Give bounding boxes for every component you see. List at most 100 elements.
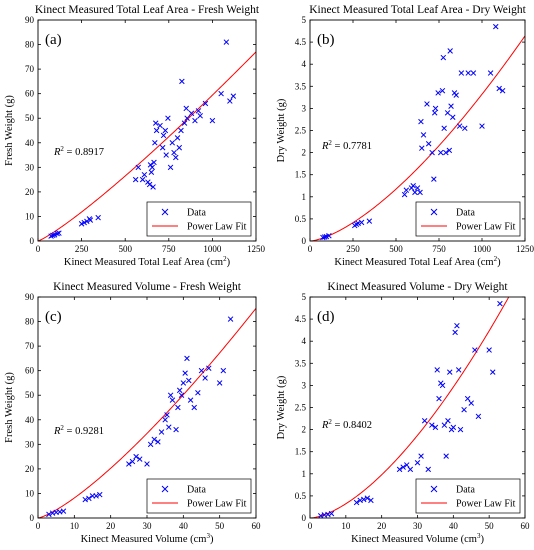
x-tick-label: 30: [413, 521, 423, 531]
axes-frame: [37, 296, 257, 519]
legend: Data Power Law Fit: [415, 478, 521, 514]
data-point: [144, 461, 150, 467]
fit-line: [310, 35, 525, 241]
legend-label-data: Data: [456, 485, 475, 496]
legend-label-fit: Power Law Fit: [187, 499, 247, 510]
data-point: [176, 144, 183, 151]
legend-label-data: Data: [187, 208, 206, 219]
data-point: [414, 459, 421, 466]
data-point: [202, 100, 209, 107]
data-point: [173, 426, 179, 433]
data-point: [424, 101, 430, 107]
data-point: [133, 453, 139, 460]
y-tick-label: 2.5: [295, 126, 307, 136]
data-point: [165, 115, 171, 121]
y-tick-label: 2: [302, 148, 307, 158]
x-tick-label: 250: [346, 244, 360, 254]
data-point: [147, 441, 154, 448]
data-point: [425, 466, 432, 473]
y-tick-label: 0: [30, 236, 35, 246]
axes-frame: [309, 19, 526, 242]
data-point: [155, 439, 161, 445]
legend: Data Power Law Fit: [146, 201, 252, 237]
x-tick-label: 750: [432, 244, 446, 254]
y-tick-label: 90: [25, 15, 35, 25]
data-point: [496, 85, 502, 92]
data-point: [493, 23, 499, 30]
x-axis-label: Kinect Measured Total Leaf Area (cm2): [64, 255, 231, 268]
data-point: [360, 496, 367, 503]
data-point: [487, 70, 494, 76]
data-point: [410, 182, 416, 189]
y-tick-label: 40: [25, 415, 35, 425]
data-point: [220, 367, 227, 374]
data-point: [439, 382, 446, 389]
y-tick-label: 1: [302, 192, 307, 202]
y-tick-label: 0.5: [295, 491, 307, 501]
data-point: [328, 510, 335, 517]
data-point: [202, 375, 208, 381]
y-tick-label: 70: [25, 64, 35, 74]
y-axis-label: Fresh Weight (g): [4, 95, 15, 166]
data-point: [162, 127, 169, 134]
x-tick-label: 0: [308, 244, 313, 254]
x-tick-label: 20: [106, 521, 116, 531]
x-tick-label: 500: [118, 244, 132, 254]
x-axis-label: Kinect Measured Volume (cm3): [81, 532, 214, 545]
y-tick-label: 90: [25, 292, 35, 302]
data-point: [227, 98, 233, 104]
data-point: [151, 159, 157, 166]
data-point: [216, 380, 223, 386]
data-point: [431, 110, 438, 116]
data-point: [468, 400, 475, 406]
data-point: [93, 493, 99, 499]
data-point: [458, 70, 465, 76]
data-point: [173, 154, 179, 161]
x-tick-label: 30: [143, 521, 153, 531]
x-tick-label: 0: [36, 521, 41, 531]
data-point: [434, 367, 440, 373]
data-point: [139, 176, 146, 183]
data-point: [414, 185, 421, 191]
y-tick-label: 4: [302, 59, 307, 69]
data-point: [197, 113, 203, 119]
data-point: [180, 380, 187, 386]
data-point: [136, 456, 143, 462]
panel-label: (d): [317, 309, 335, 325]
data-point: [412, 189, 418, 196]
data-point: [152, 120, 159, 126]
data-point: [163, 152, 169, 158]
panel-label: (c): [45, 309, 62, 325]
data-point: [182, 370, 188, 376]
data-point: [146, 181, 153, 188]
data-point: [149, 164, 155, 171]
data-point: [421, 418, 428, 424]
x-tick-label: 40: [179, 521, 189, 531]
y-tick-label: 50: [25, 390, 35, 400]
data-point: [450, 114, 456, 120]
data-point: [443, 149, 449, 156]
data-point: [321, 234, 328, 240]
data-point: [446, 147, 453, 154]
data-point: [368, 497, 374, 504]
legend-label-fit: Power Law Fit: [187, 222, 247, 233]
data-point: [418, 453, 424, 459]
x-tick-label: 1250: [247, 244, 266, 254]
y-tick-label: 5: [302, 15, 307, 25]
x-tick-label: 10: [341, 521, 351, 531]
y-tick-label: 10: [25, 488, 35, 498]
x-tick-label: 60: [521, 521, 531, 531]
chart-title: Kinect Measured Total Leaf Area - Dry We…: [309, 4, 526, 16]
y-tick-label: 60: [25, 366, 35, 376]
y-tick-label: 4.5: [295, 314, 307, 324]
data-point: [157, 122, 163, 129]
panel-label: (b): [317, 32, 335, 48]
y-tick-label: 80: [25, 40, 35, 50]
data-point: [353, 221, 360, 227]
data-point: [198, 367, 205, 374]
data-point: [453, 92, 459, 98]
data-point: [470, 70, 477, 76]
data-point: [441, 422, 448, 428]
y-tick-label: 30: [25, 162, 35, 172]
